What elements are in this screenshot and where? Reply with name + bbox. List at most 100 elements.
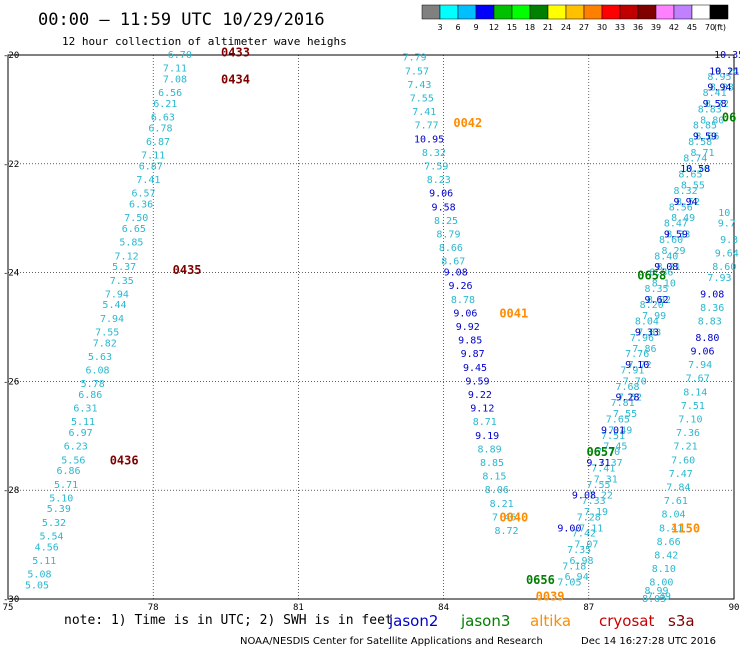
swh-value: 7.22 <box>589 491 613 502</box>
swh-value: 5.78 <box>81 379 105 390</box>
swh-value: 8.32 <box>674 186 698 197</box>
colorbar: 3 6 9 12 15 18 21 24 27 30 33 36 39 42 45 70(ft) <box>421 4 729 32</box>
legend: jason2 jason3 altika cryosat s3a <box>388 612 695 630</box>
colorbar-swatch <box>511 4 531 20</box>
swh-value: 8.85 <box>480 458 504 469</box>
swh-value: 6.56 <box>158 88 182 99</box>
swh-value: 6.87 <box>139 162 163 173</box>
swh-value: 9.45 <box>463 363 487 374</box>
y-tick-label: -20 <box>3 51 19 61</box>
swh-value: 8.33 <box>666 230 690 241</box>
colorbar-swatch <box>655 4 675 20</box>
swh-value: 9.06 <box>690 346 714 357</box>
swh-value: 9.3 <box>720 235 738 246</box>
swh-value: 4.56 <box>35 542 59 553</box>
pass-time-label: 0039 <box>536 589 565 603</box>
swh-value: 9.08 <box>700 289 724 300</box>
colorbar-swatch <box>565 4 585 20</box>
colorbar-swatch <box>709 4 729 20</box>
colorbar-label: 21 <box>543 23 553 32</box>
x-tick-label: 81 <box>293 603 304 613</box>
swh-value: 7.68 <box>615 382 639 393</box>
colorbar-label: 9 <box>473 23 478 32</box>
swh-value: 8.06 <box>485 485 509 496</box>
swh-value: 7.94 <box>105 289 129 300</box>
swh-value: 8.80 <box>695 333 719 344</box>
pass-time-label: 0433 <box>221 45 250 59</box>
swh-value: 10.58 <box>680 164 710 175</box>
swh-value: 7.46 <box>492 512 516 523</box>
swh-value: 7.96 <box>630 333 654 344</box>
swh-value: 7.59 <box>424 162 448 173</box>
swh-value: 8.95 <box>707 72 731 83</box>
swh-value: 7.79 <box>403 53 427 64</box>
footer-timestamp: Dec 14 16:27:28 UTC 2016 <box>581 636 716 647</box>
colorbar-label: 18 <box>525 23 535 32</box>
swh-value: 8.80 <box>700 115 724 126</box>
swh-value: 7.41 <box>412 107 436 118</box>
swh-value: 7.41 <box>136 175 160 186</box>
swh-value: 5.56 <box>61 455 85 466</box>
swh-value: 8.60 <box>659 235 683 246</box>
swh-value: 8.65 <box>678 170 702 181</box>
swh-value: 7.61 <box>664 496 688 507</box>
swh-value: 5.11 <box>71 417 95 428</box>
swh-value: 9.28 <box>615 393 639 404</box>
swh-value: 9.26 <box>448 281 472 292</box>
swh-value: 7.70 <box>623 376 647 387</box>
pass-time-label: 0042 <box>453 116 482 130</box>
swh-value: 9.94 <box>674 197 698 208</box>
swh-value: 9.92 <box>456 322 480 333</box>
colorbar-label: 6 <box>455 23 460 32</box>
swh-value: 8.60 <box>712 262 736 273</box>
swh-value: 6.31 <box>73 404 97 415</box>
swh-value: 9.59 <box>664 230 688 241</box>
colorbar-swatch <box>619 4 639 20</box>
swh-value: 5.32 <box>42 518 66 529</box>
y-tick-label: -22 <box>3 160 19 170</box>
pass-time-label: 0658 <box>637 268 666 282</box>
swh-value: 10.95 <box>414 134 444 145</box>
pass-time-label: 0657 <box>586 445 615 459</box>
swh-value: 9.59 <box>693 132 717 143</box>
swh-value: 9.64 <box>715 249 739 260</box>
swh-value: 7.60 <box>671 455 695 466</box>
swh-value: 9.94 <box>707 83 731 94</box>
pass-time-label: 0041 <box>499 306 528 320</box>
swh-value: 8.52 <box>676 197 700 208</box>
swh-value: 6.94 <box>565 572 589 583</box>
swh-value: 8.71 <box>473 417 497 428</box>
colorbar-unit: (ft) <box>714 23 726 32</box>
swh-value: 7.83 <box>637 327 661 338</box>
colorbar-label: 39 <box>651 23 661 32</box>
swh-value: 7.42 <box>572 529 596 540</box>
legend-jason2: jason2 <box>388 612 438 630</box>
legend-jason3: jason3 <box>460 612 510 630</box>
swh-value: 9.00 <box>557 523 581 534</box>
swh-value: 9.10 <box>625 360 649 371</box>
swh-value: 7.51 <box>681 401 705 412</box>
swh-value: 7.35 <box>567 545 591 556</box>
swh-value: 7.18 <box>562 561 586 572</box>
swh-value: 7.35 <box>110 276 134 287</box>
colorbar-label: 45 <box>687 23 697 32</box>
swh-value: 8.83 <box>698 317 722 328</box>
swh-value: 9.14 <box>715 66 739 77</box>
swh-value: 7.11 <box>141 151 165 162</box>
swh-value: 9.58 <box>432 202 456 213</box>
swh-value: 5.11 <box>32 556 56 567</box>
swh-value: 5.08 <box>27 570 51 581</box>
swh-value: 8.02 <box>647 295 671 306</box>
pass-time-label: 0436 <box>110 453 139 467</box>
swh-value: 7.49 <box>608 425 632 436</box>
pass-time-label: 0656 <box>526 573 555 587</box>
swh-value: 7.19 <box>584 507 608 518</box>
colorbar-label: 27 <box>579 23 589 32</box>
swh-value: 6.97 <box>69 428 93 439</box>
swh-value: 9.01 <box>601 425 625 436</box>
swh-value: 6.63 <box>151 113 175 124</box>
swh-value: 7.55 <box>410 94 434 105</box>
swh-value: 7.41 <box>591 463 615 474</box>
swh-value: 7.47 <box>669 469 693 480</box>
pass-time-label: 0435 <box>173 263 202 277</box>
